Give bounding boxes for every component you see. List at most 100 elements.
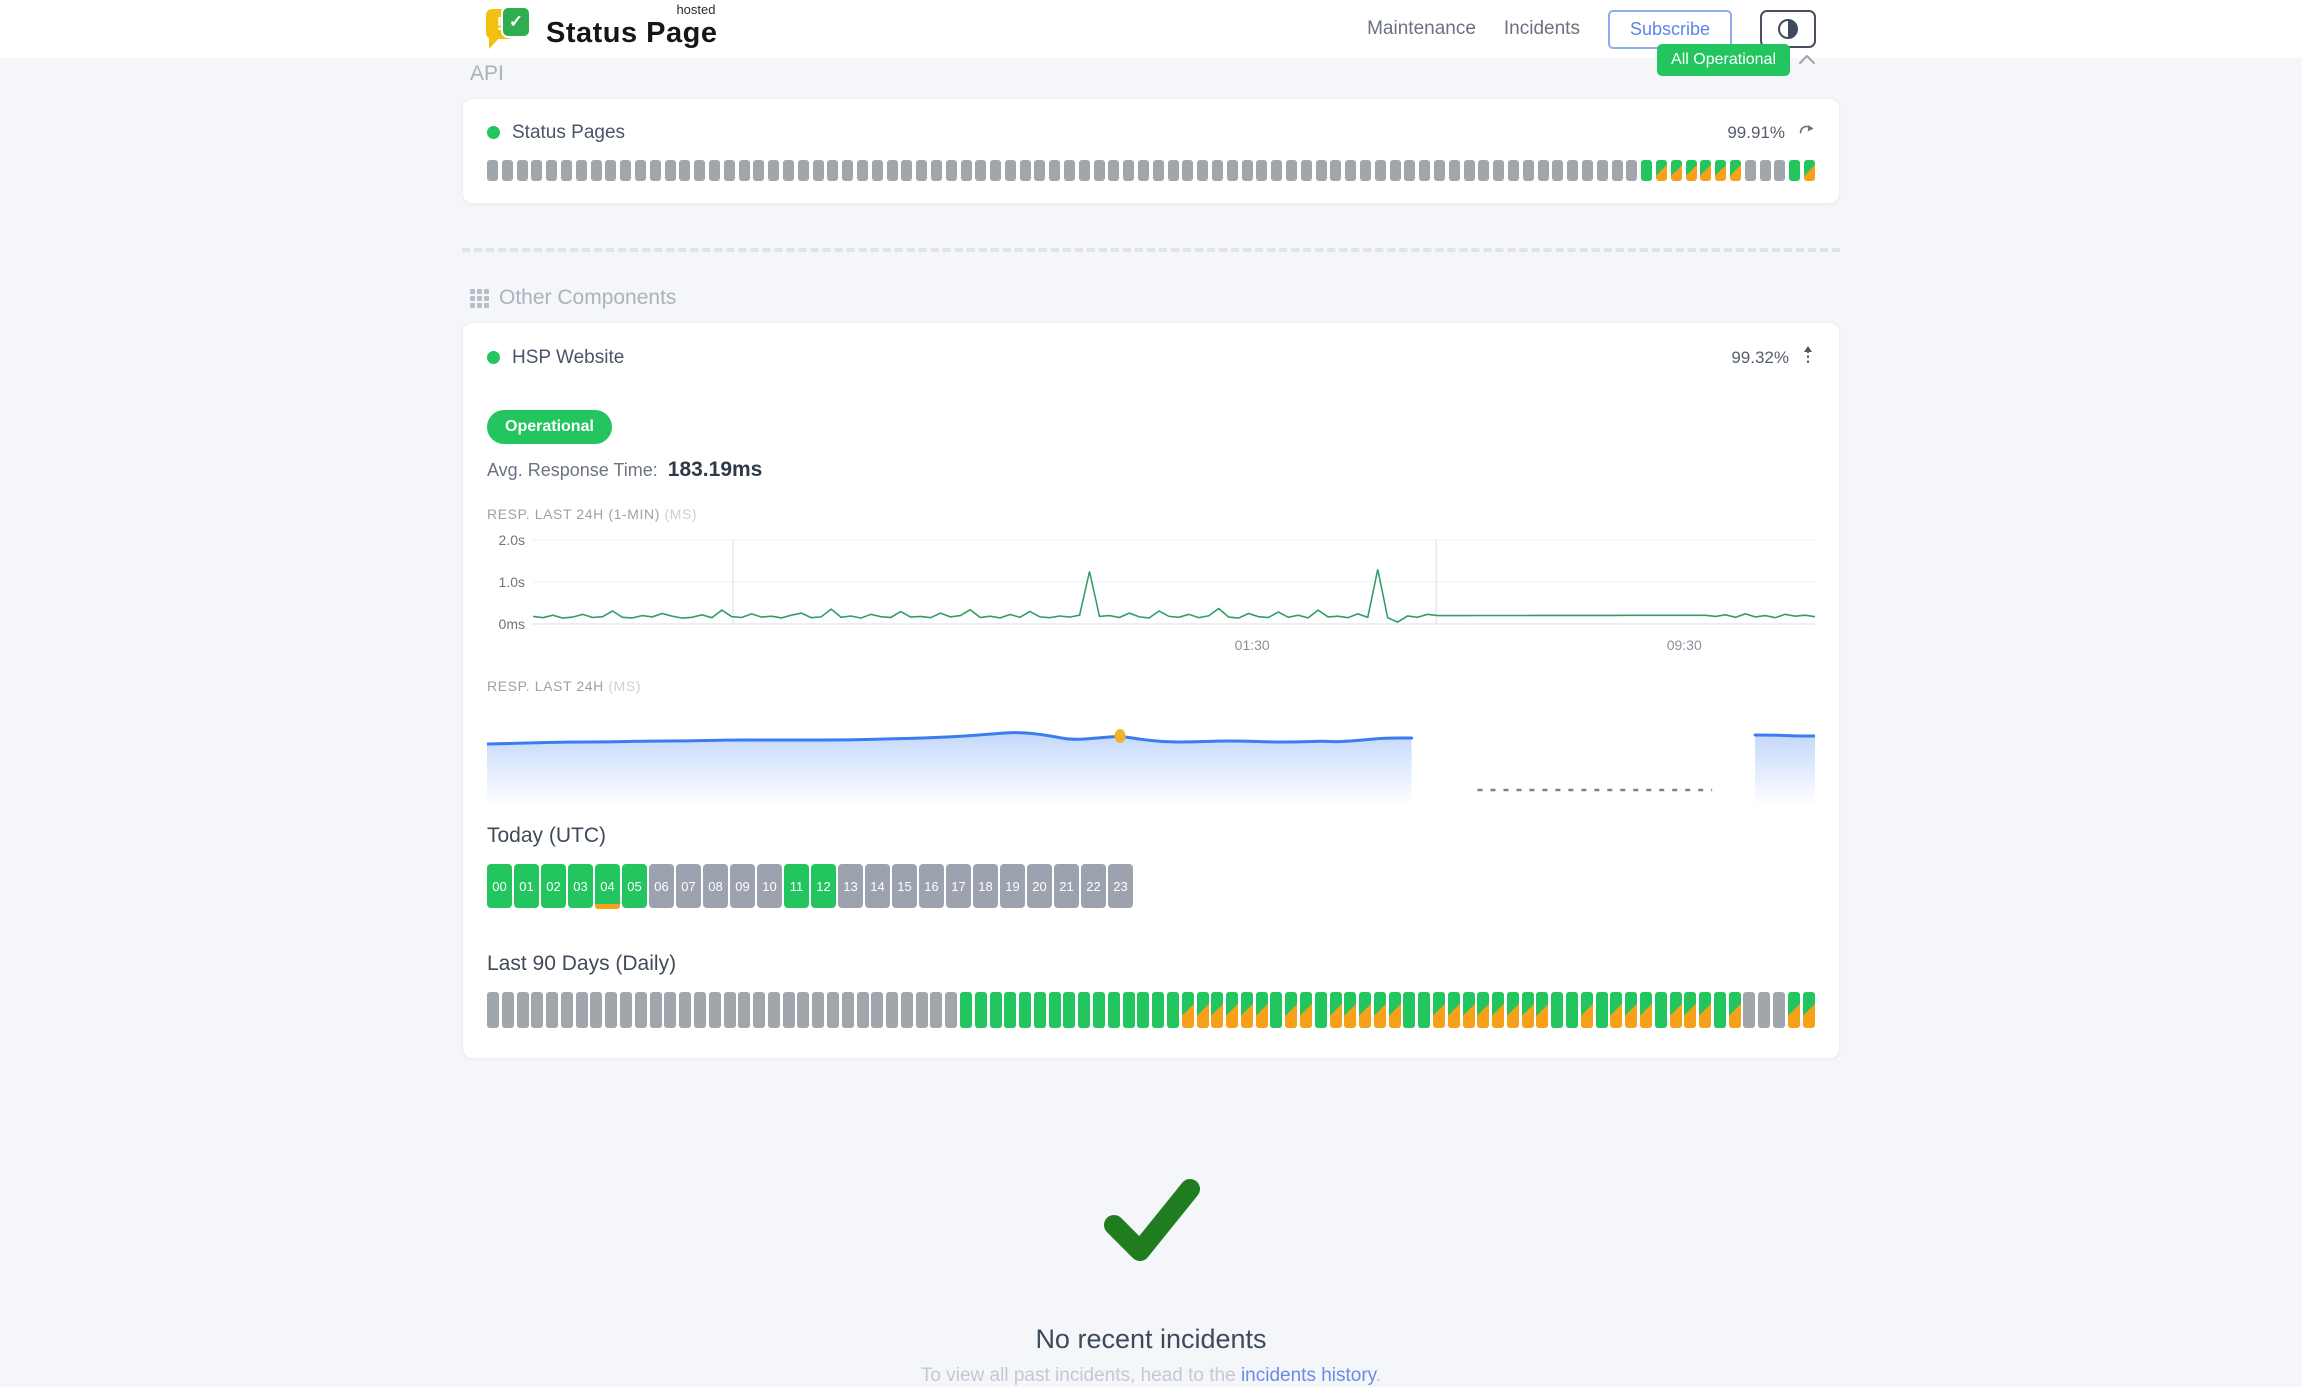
day-bar[interactable] [841, 992, 854, 1028]
uptime-bar[interactable] [1389, 160, 1401, 181]
day-bar[interactable] [797, 992, 810, 1028]
uptime-bar[interactable] [1226, 160, 1238, 181]
day-bar[interactable] [649, 992, 662, 1028]
day-bar[interactable] [1240, 992, 1253, 1028]
uptime-bar[interactable] [708, 160, 720, 181]
day-bar[interactable] [1093, 992, 1106, 1028]
uptime-bar[interactable] [1049, 160, 1061, 181]
hour-cell[interactable]: 22 [1081, 864, 1106, 908]
uptime-bar[interactable] [1286, 160, 1298, 181]
day-bar[interactable] [1580, 992, 1593, 1028]
uptime-bar[interactable] [797, 160, 809, 181]
hour-cell[interactable]: 08 [703, 864, 728, 908]
day-bar[interactable] [1758, 992, 1771, 1028]
uptime-bar[interactable] [694, 160, 706, 181]
day-bar[interactable] [560, 992, 573, 1028]
uptime-bar[interactable] [1256, 160, 1268, 181]
uptime-bar[interactable] [560, 160, 572, 181]
uptime-bar[interactable] [827, 160, 839, 181]
uptime-bar[interactable] [1271, 160, 1283, 181]
day-bar[interactable] [930, 992, 943, 1028]
day-bar[interactable] [1226, 992, 1239, 1028]
day-bar[interactable] [1107, 992, 1120, 1028]
day-bar[interactable] [1004, 992, 1017, 1028]
uptime-bar[interactable] [1507, 160, 1519, 181]
day-bar[interactable] [1536, 992, 1549, 1028]
uptime-bar[interactable] [1108, 160, 1120, 181]
uptime-bar[interactable] [634, 160, 646, 181]
uptime-bar[interactable] [930, 160, 942, 181]
day-bar[interactable] [974, 992, 987, 1028]
uptime-bar[interactable] [1404, 160, 1416, 181]
refresh-icon[interactable] [1797, 121, 1815, 144]
day-bar[interactable] [1610, 992, 1623, 1028]
uptime-bar[interactable] [531, 160, 543, 181]
day-bar[interactable] [1196, 992, 1209, 1028]
day-bar[interactable] [1329, 992, 1342, 1028]
uptime-bar[interactable] [1034, 160, 1046, 181]
resp-24h-chart[interactable] [487, 702, 1815, 812]
day-bar[interactable] [1388, 992, 1401, 1028]
uptime-bar[interactable] [871, 160, 883, 181]
hour-cell[interactable]: 09 [730, 864, 755, 908]
day-bar[interactable] [1521, 992, 1534, 1028]
hour-cell[interactable]: 04 [595, 864, 620, 909]
day-bar[interactable] [1684, 992, 1697, 1028]
day-bar[interactable] [679, 992, 692, 1028]
resp-1min-chart[interactable] [533, 532, 1815, 632]
uptime-bar[interactable] [590, 160, 602, 181]
uptime-bar[interactable] [1596, 160, 1608, 181]
uptime-bar[interactable] [1448, 160, 1460, 181]
uptime-bar[interactable] [901, 160, 913, 181]
day-bar[interactable] [826, 992, 839, 1028]
uptime-bar[interactable] [487, 160, 498, 181]
hour-cell[interactable]: 19 [1000, 864, 1025, 908]
uptime-bar[interactable] [1300, 160, 1312, 181]
uptime-bar[interactable] [501, 160, 513, 181]
day-bar[interactable] [693, 992, 706, 1028]
uptime-bar[interactable] [1803, 160, 1815, 181]
uptime-bar[interactable] [1744, 160, 1756, 181]
day-bar[interactable] [1033, 992, 1046, 1028]
hour-cell[interactable]: 03 [568, 864, 593, 908]
day-bar[interactable] [1433, 992, 1445, 1028]
day-bar[interactable] [1019, 992, 1032, 1028]
day-bar[interactable] [531, 992, 544, 1028]
day-bar[interactable] [767, 992, 780, 1028]
uptime-bar[interactable] [546, 160, 558, 181]
uptime-bar[interactable] [1360, 160, 1372, 181]
uptime-bar[interactable] [1641, 160, 1653, 181]
day-bar[interactable] [1122, 992, 1135, 1028]
uptime-bar[interactable] [620, 160, 632, 181]
uptime-bar[interactable] [768, 160, 780, 181]
uptime-bar[interactable] [1478, 160, 1490, 181]
uptime-bar[interactable] [1419, 160, 1431, 181]
incidents-history-link[interactable]: incidents history [1240, 1365, 1376, 1386]
uptime-bar[interactable] [1715, 160, 1727, 181]
day-bar[interactable] [900, 992, 913, 1028]
chevron-up-icon[interactable] [1798, 54, 1816, 66]
uptime-bar[interactable] [664, 160, 676, 181]
uptime-bar[interactable] [1700, 160, 1712, 181]
uptime-bar[interactable] [1167, 160, 1179, 181]
day-bar[interactable] [1669, 992, 1682, 1028]
uptime-bar[interactable] [1212, 160, 1224, 181]
day-bar[interactable] [1699, 992, 1712, 1028]
uptime-bar[interactable] [1182, 160, 1194, 181]
day-bar[interactable] [1625, 992, 1638, 1028]
uptime-bar[interactable] [516, 160, 528, 181]
day-bar[interactable] [1639, 992, 1652, 1028]
hour-cell[interactable]: 05 [622, 864, 647, 908]
hour-cell[interactable]: 02 [541, 864, 566, 908]
hour-cell[interactable]: 13 [838, 864, 863, 908]
day-bar[interactable] [501, 992, 514, 1028]
day-bar[interactable] [1506, 992, 1519, 1028]
hour-cell[interactable]: 12 [811, 864, 836, 908]
day-bar[interactable] [1344, 992, 1357, 1028]
uptime-bar[interactable] [738, 160, 750, 181]
uptime-bar[interactable] [1567, 160, 1579, 181]
hour-cell[interactable]: 17 [946, 864, 971, 908]
hour-cell[interactable]: 06 [649, 864, 674, 908]
day-bar[interactable] [590, 992, 603, 1028]
day-bar[interactable] [575, 992, 588, 1028]
